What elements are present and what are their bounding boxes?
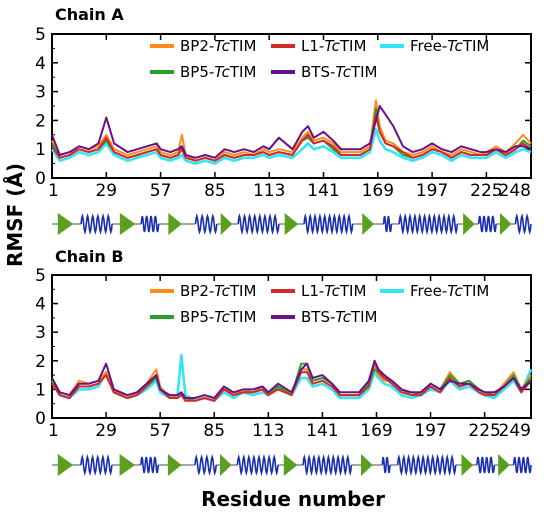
y-tick-label: 1 [35, 140, 46, 160]
ss-helix [398, 212, 459, 236]
y-tick-label: 3 [35, 83, 46, 103]
chain-b-secondary-structure [52, 453, 532, 477]
ss-helix [477, 215, 497, 233]
x-tick-label: 1 [48, 421, 59, 441]
series-line-free [50, 127, 532, 165]
ss-helix [140, 456, 159, 474]
ss-strand [283, 454, 298, 476]
x-axis-title: Residue number [201, 487, 385, 511]
y-tick-label: 0 [35, 409, 46, 429]
x-tick-label: 169 [362, 181, 394, 201]
chain-a-secondary-structure [52, 212, 532, 236]
x-tick-label: 169 [360, 421, 392, 441]
ss-helix [140, 215, 160, 233]
x-tick-label: 113 [252, 421, 284, 441]
x-tick-label: 1 [48, 181, 59, 201]
y-tick-label: 4 [35, 54, 46, 74]
x-tick-label: 57 [150, 181, 172, 201]
ss-helix [514, 213, 532, 235]
series-line-l1 [51, 359, 532, 402]
ss-strand [499, 213, 512, 235]
ss-strand [461, 454, 474, 476]
ss-helix [80, 454, 113, 476]
x-tick-label: 197 [416, 181, 448, 201]
ss-helix [302, 453, 353, 477]
y-axis-title: RMSF (Å) [3, 163, 27, 267]
ss-helix [476, 456, 496, 474]
ss-helix [396, 453, 457, 477]
x-tick-label: 225 [470, 181, 502, 201]
chain-a-title: Chain A [55, 5, 124, 24]
legend-label-bp2: BP2-TcTIM [180, 282, 256, 300]
x-tick-label: 85 [203, 421, 225, 441]
ss-helix [80, 213, 113, 235]
legend-label-l1: L1-TcTIM [301, 37, 366, 55]
ss-strand [167, 454, 182, 476]
x-tick-label: 141 [307, 181, 339, 201]
legend-label-bp5: BP5-TcTIM [180, 308, 256, 326]
y-tick-label: 4 [35, 295, 46, 315]
ss-strand [168, 213, 182, 235]
x-tick-label: 197 [414, 421, 446, 441]
ss-helix [237, 212, 280, 236]
x-tick-label: 29 [95, 421, 117, 441]
x-tick-label: 29 [95, 181, 117, 201]
x-tick-label: 113 [253, 181, 285, 201]
ss-strand [220, 454, 232, 476]
legend-label-free: Free-TcTIM [410, 282, 489, 300]
ss-helix [236, 453, 279, 477]
ss-strand [119, 213, 136, 235]
y-tick-label: 2 [35, 352, 46, 372]
legend-label-bp2: BP2-TcTIM [180, 37, 256, 55]
y-tick-label: 5 [35, 266, 46, 286]
x-tick-label: 141 [306, 421, 338, 441]
y-tick-label: 0 [35, 169, 46, 189]
x-tick-label: 57 [149, 421, 171, 441]
ss-helix [512, 456, 532, 474]
y-tick-label: 2 [35, 111, 46, 131]
legend-label-free: Free-TcTIM [410, 37, 489, 55]
ss-strand [362, 213, 374, 235]
x-tick-label: 249 [499, 421, 531, 441]
legend-label-bts: BTS-TcTIM [301, 63, 377, 81]
ss-helix [194, 454, 217, 476]
ss-strand [220, 213, 233, 235]
ss-helix [382, 215, 393, 233]
ss-helix [194, 213, 218, 235]
x-tick-label: 85 [204, 181, 226, 201]
ss-helix [381, 456, 391, 474]
series-line-l1 [51, 113, 532, 162]
ss-strand [498, 454, 510, 476]
ss-helix [303, 212, 354, 236]
legend-label-l1: L1-TcTIM [301, 282, 366, 300]
y-tick-label: 1 [35, 380, 46, 400]
legend-label-bp5: BP5-TcTIM [180, 63, 256, 81]
ss-strand [57, 454, 74, 476]
series-line-bts [51, 105, 532, 159]
ss-strand [284, 213, 299, 235]
chain-b-title: Chain B [55, 247, 124, 266]
legend-label-bts: BTS-TcTIM [301, 308, 377, 326]
ss-strand [463, 213, 475, 235]
x-tick-label: 225 [468, 421, 500, 441]
y-tick-label: 5 [35, 25, 46, 45]
series-line-bp2 [51, 99, 532, 162]
series-line-bts [51, 359, 532, 399]
x-tick-label: 248 [499, 181, 531, 201]
ss-strand [119, 454, 136, 476]
y-tick-label: 3 [35, 323, 46, 343]
ss-strand [57, 213, 74, 235]
ss-strand [361, 454, 373, 476]
